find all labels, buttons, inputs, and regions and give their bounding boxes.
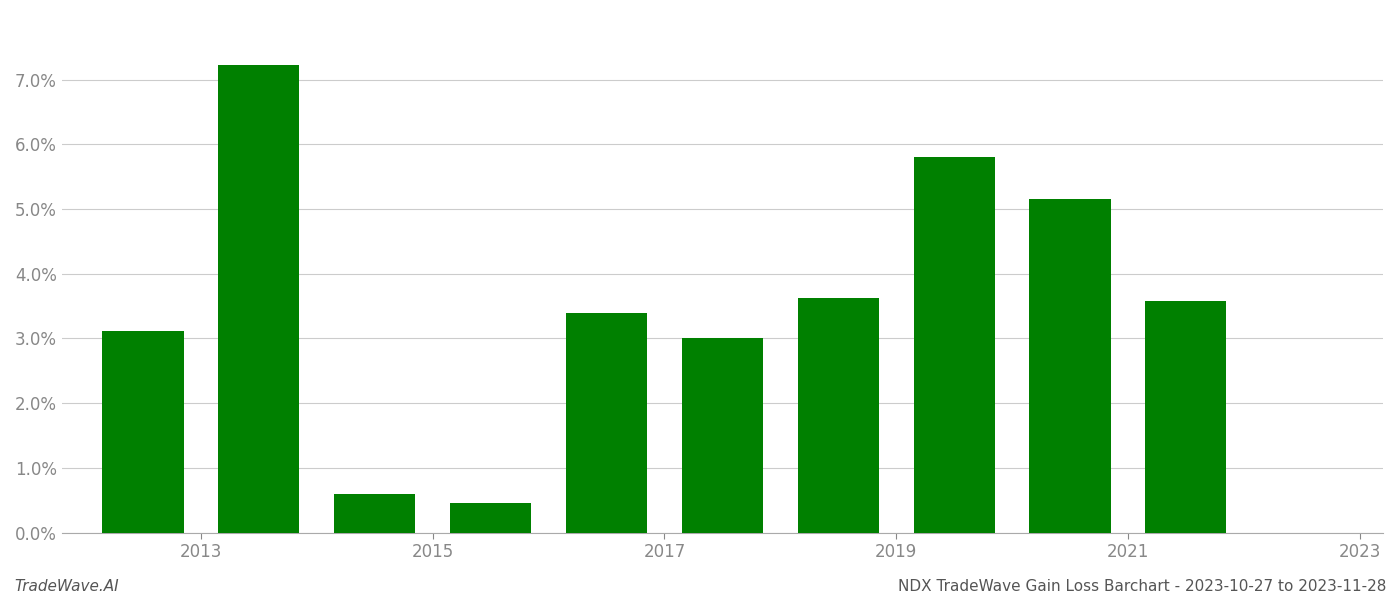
Bar [449, 503, 531, 533]
Bar [1029, 199, 1110, 533]
Bar [102, 331, 183, 533]
Bar [218, 65, 300, 533]
Bar [566, 313, 647, 533]
Bar [798, 298, 879, 533]
Bar [682, 338, 763, 533]
Bar [335, 494, 416, 533]
Text: TradeWave.AI: TradeWave.AI [14, 579, 119, 594]
Bar [1145, 301, 1226, 533]
Bar [914, 157, 994, 533]
Text: NDX TradeWave Gain Loss Barchart - 2023-10-27 to 2023-11-28: NDX TradeWave Gain Loss Barchart - 2023-… [897, 579, 1386, 594]
